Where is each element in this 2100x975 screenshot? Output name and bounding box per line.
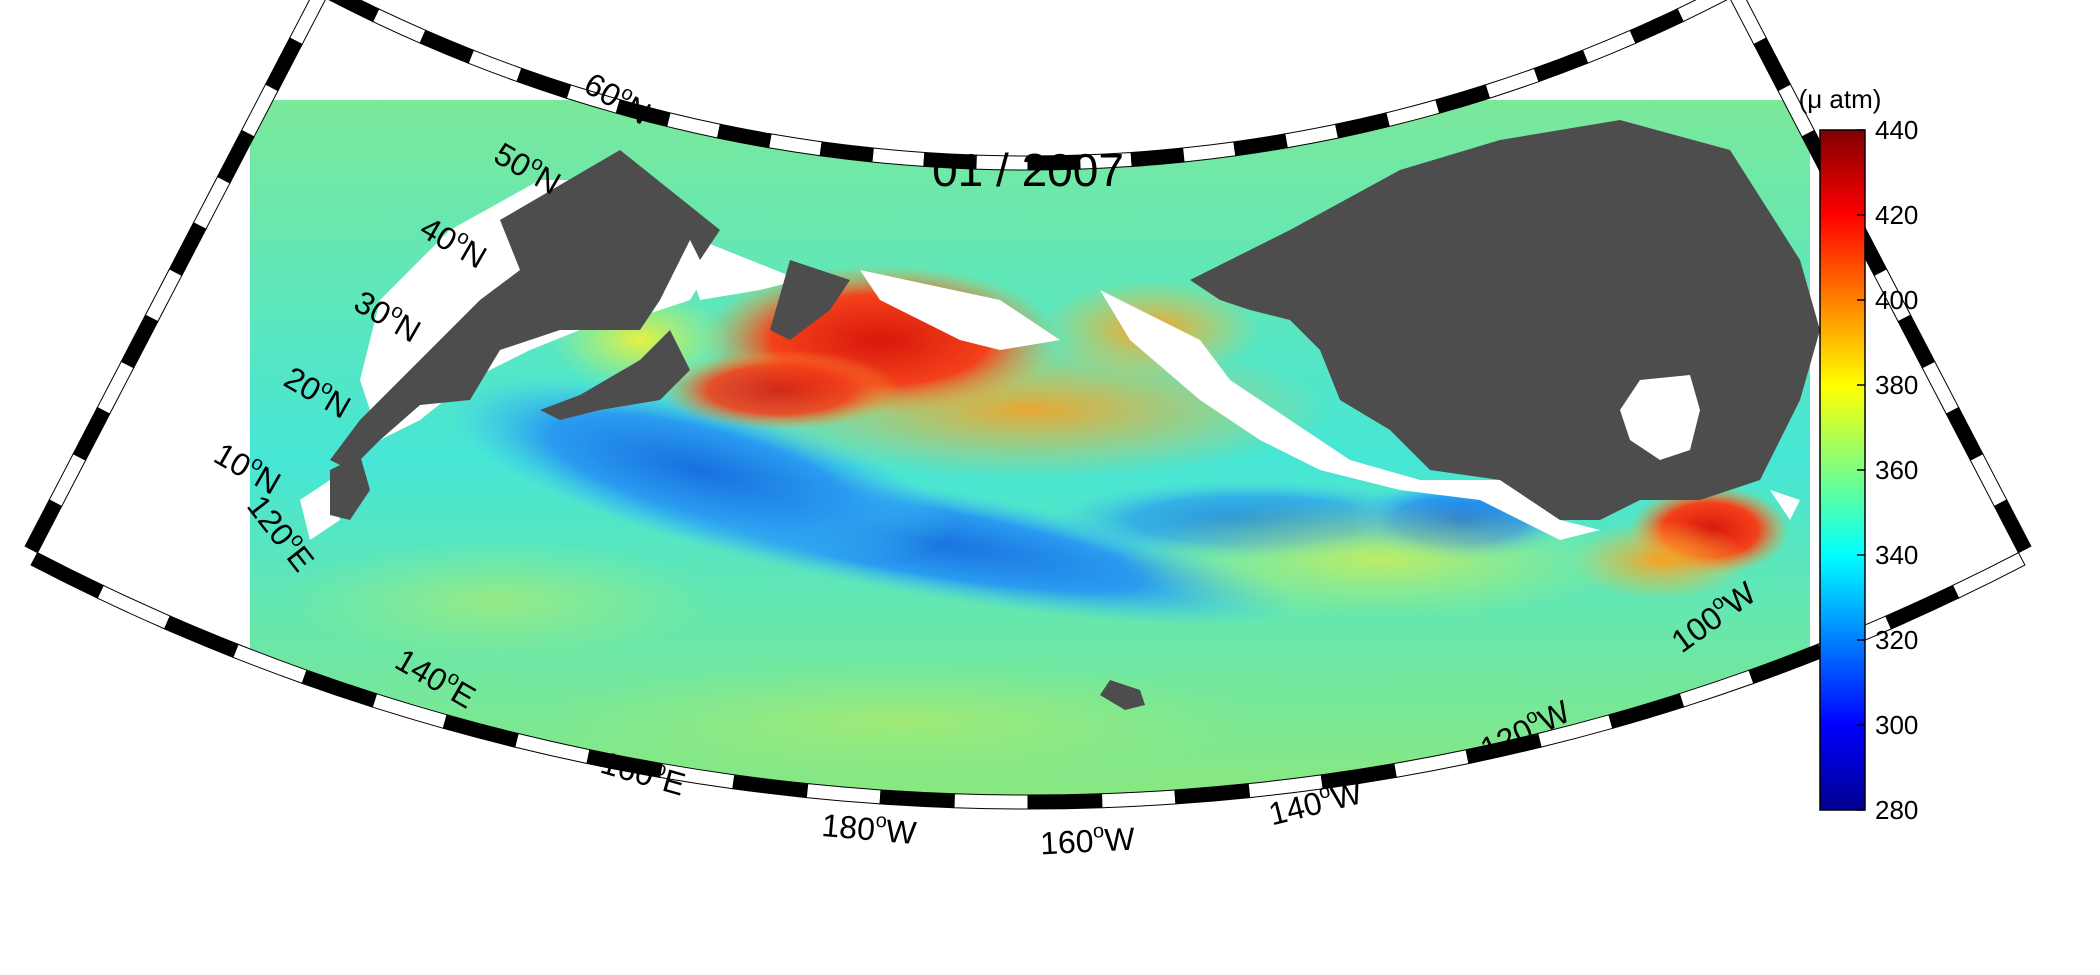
frame-bottom-segment — [1885, 584, 1960, 630]
frame-right-segment — [1921, 360, 1960, 415]
frame-bottom-segment — [1951, 551, 2026, 599]
frame-left-segment — [96, 360, 135, 415]
frame-top-segment — [1484, 67, 1540, 99]
frame-bottom-segment — [30, 551, 105, 599]
frame-right-segment — [1730, 0, 1768, 46]
land-hawaii — [1100, 680, 1145, 710]
frame-left-segment — [168, 222, 207, 277]
frame-top-segment — [467, 49, 523, 83]
colorbar-unit: (μ atm) — [1799, 84, 1882, 114]
frame-left-segment — [72, 406, 111, 461]
colorbar-tick-label: 400 — [1875, 285, 1918, 315]
frame-top-segment — [419, 29, 475, 64]
frame-right-segment — [1945, 406, 1984, 461]
frame-top-segment — [1581, 29, 1637, 64]
frame-top-segment — [1629, 8, 1684, 44]
frame-right-segment — [1753, 37, 1792, 92]
map-title: 01 / 2007 — [932, 144, 1124, 196]
frame-right-segment — [1993, 499, 2032, 554]
frame-right-segment — [1897, 314, 1936, 369]
frame-top-segment — [516, 67, 572, 99]
frame-left-segment — [216, 129, 255, 184]
colorbar-tick-label: 420 — [1875, 200, 1918, 230]
frame-left-segment — [192, 175, 231, 230]
frame-left-segment — [120, 314, 159, 369]
frame-bottom-segment — [163, 615, 239, 658]
frame-left-segment — [24, 499, 63, 554]
land-philippines — [330, 455, 370, 520]
gulf-water — [1620, 375, 1700, 460]
frame-left-segment — [48, 453, 87, 508]
frame-left-segment — [264, 37, 303, 92]
colorbar-tick-label: 340 — [1875, 540, 1918, 570]
land-japan — [540, 330, 690, 420]
frame-top-segment — [1533, 49, 1589, 83]
frame-right-segment — [1969, 453, 2008, 508]
frame-top-segment — [372, 8, 427, 44]
land-kamchatka — [770, 260, 850, 340]
colorbar: (μ atm) 440 420 400 380 360 340 320 300 280 — [1799, 84, 1919, 825]
colorbar-tick-label: 280 — [1875, 795, 1918, 825]
map-frame — [24, 0, 2032, 810]
lon-label-180w: 180oW — [820, 805, 918, 851]
colorbar-ticks: 440 420 400 380 360 340 320 300 280 — [1857, 115, 1918, 825]
lon-label-140w: 140oW — [1265, 772, 1367, 832]
frame-bottom-segment — [96, 584, 171, 630]
frame-top-segment — [1676, 0, 1728, 23]
colorbar-tick-label: 380 — [1875, 370, 1918, 400]
land-asia — [330, 150, 720, 470]
frame-bottom-segment — [953, 793, 1029, 810]
frame-left-segment — [144, 268, 183, 323]
colorbar-tick-label: 320 — [1875, 625, 1918, 655]
frame-top-segment — [328, 0, 380, 23]
colorbar-tick-label: 360 — [1875, 455, 1918, 485]
lon-label-160w: 160oW — [1039, 819, 1136, 862]
frame-left-segment — [289, 0, 326, 46]
frame-bottom-segment — [1027, 793, 1103, 810]
colorbar-tick-label: 440 — [1875, 115, 1918, 145]
colorbar-tick-label: 300 — [1875, 710, 1918, 740]
